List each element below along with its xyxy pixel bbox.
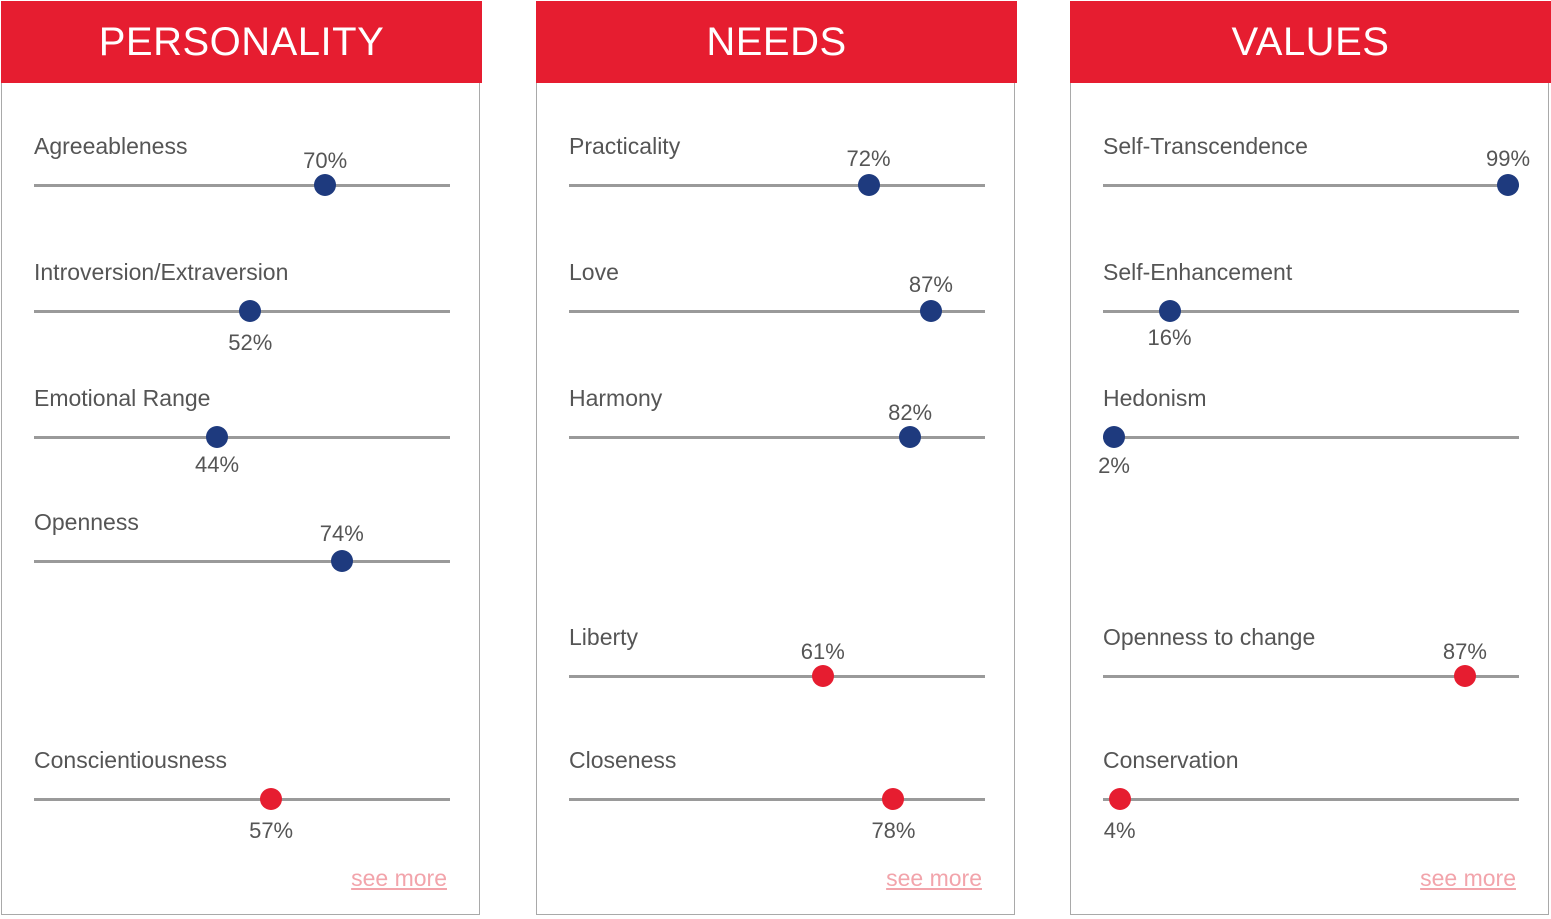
trait-label: Introversion/Extraversion: [34, 259, 289, 285]
trait-label: Hedonism: [1103, 385, 1207, 411]
trait-row: Agreeableness 70%: [34, 133, 450, 233]
trait-row: Conservation 4%: [1103, 747, 1519, 847]
trait-row: Emotional Range 44%: [34, 385, 450, 485]
trait-percent: 70%: [303, 148, 348, 173]
slider-track: [569, 184, 985, 187]
slider-handle[interactable]: [330, 550, 353, 572]
trait-percent: 61%: [800, 639, 845, 664]
trait-row: Self-Enhancement 16%: [1103, 259, 1519, 359]
trait-percent: 4%: [1103, 818, 1136, 843]
trait-percent: 72%: [846, 146, 891, 171]
trait-row: Harmony 82%: [569, 385, 985, 485]
panel-title: VALUES: [1070, 1, 1551, 83]
slider-handle[interactable]: [919, 300, 942, 322]
slider-handle[interactable]: [239, 300, 262, 322]
slider-track: [34, 798, 450, 801]
slider-handle[interactable]: [1497, 174, 1519, 196]
trait-percent: 74%: [319, 521, 364, 546]
slider-handle[interactable]: [206, 426, 229, 448]
slider-track: [1103, 436, 1519, 439]
trait-label: Closeness: [569, 747, 677, 773]
trait-row: Hedonism 2%: [1098, 385, 1519, 485]
trait-percent: 44%: [195, 452, 240, 477]
slider-handle[interactable]: [1108, 788, 1131, 810]
slider-track: [34, 560, 450, 563]
slider-track: [569, 436, 985, 439]
trait-row: Practicality 72%: [569, 133, 985, 233]
panel-title: NEEDS: [536, 1, 1017, 83]
trait-label: Love: [569, 259, 619, 285]
slider-handle[interactable]: [882, 788, 905, 810]
slider-track: [569, 675, 985, 678]
trait-percent: 99%: [1485, 146, 1531, 171]
trait-percent: 16%: [1147, 325, 1192, 350]
trait-percent: 87%: [908, 272, 953, 297]
slider-track: [569, 798, 985, 801]
slider-track: [1103, 798, 1519, 801]
see-more-link[interactable]: see more: [886, 865, 982, 891]
trait-label: Openness to change: [1103, 624, 1316, 650]
trait-label: Harmony: [569, 385, 663, 411]
trait-row: Openness to change 87%: [1103, 624, 1519, 724]
trait-row: Liberty 61%: [569, 624, 985, 724]
see-more-link[interactable]: see more: [351, 865, 447, 891]
trait-percent: 82%: [888, 400, 933, 425]
trait-label: Self-Transcendence: [1103, 133, 1308, 159]
personality-panel: PERSONALITY Agreeableness 70% Introversi…: [1, 1, 482, 915]
trait-row: Openness 74%: [34, 509, 450, 609]
slider-track: [1103, 184, 1519, 187]
trait-percent: 57%: [249, 818, 294, 843]
trait-percent: 52%: [228, 330, 273, 355]
values-panel: VALUES Self-Transcendence 99% Self-Enhan…: [1070, 1, 1551, 915]
trait-row: Love 87%: [569, 259, 985, 359]
slider-handle[interactable]: [314, 174, 337, 196]
needs-panel: NEEDS Practicality 72% Love 87% Harmony …: [536, 1, 1017, 915]
slider-handle[interactable]: [1158, 300, 1181, 322]
slider-track: [1103, 310, 1519, 313]
trait-label: Conscientiousness: [34, 747, 228, 773]
trait-row: Self-Transcendence 99%: [1103, 133, 1530, 233]
slider-handle[interactable]: [1103, 426, 1125, 448]
trait-label: Practicality: [569, 133, 681, 159]
trait-label: Self-Enhancement: [1103, 259, 1293, 285]
slider-handle[interactable]: [857, 174, 880, 196]
trait-percent: 87%: [1442, 639, 1487, 664]
trait-label: Emotional Range: [34, 385, 211, 411]
trait-percent: 78%: [871, 818, 916, 843]
trait-percent: 2%: [1098, 453, 1130, 478]
trait-label: Liberty: [569, 624, 639, 650]
trait-row: Introversion/Extraversion 52%: [34, 259, 450, 359]
trait-row: Closeness 78%: [569, 747, 985, 847]
slider-handle[interactable]: [1453, 665, 1476, 687]
trait-row: Conscientiousness 57%: [34, 747, 450, 847]
slider-track: [34, 184, 450, 187]
panel-title: PERSONALITY: [1, 1, 482, 83]
see-more-link[interactable]: see more: [1420, 865, 1516, 891]
trait-label: Agreeableness: [34, 133, 188, 159]
slider-handle[interactable]: [899, 426, 922, 448]
trait-label: Openness: [34, 509, 139, 535]
trait-label: Conservation: [1103, 747, 1239, 773]
slider-track: [1103, 675, 1519, 678]
slider-handle[interactable]: [260, 788, 283, 810]
slider-handle[interactable]: [811, 665, 834, 687]
slider-track: [34, 436, 450, 439]
slider-track: [569, 310, 985, 313]
